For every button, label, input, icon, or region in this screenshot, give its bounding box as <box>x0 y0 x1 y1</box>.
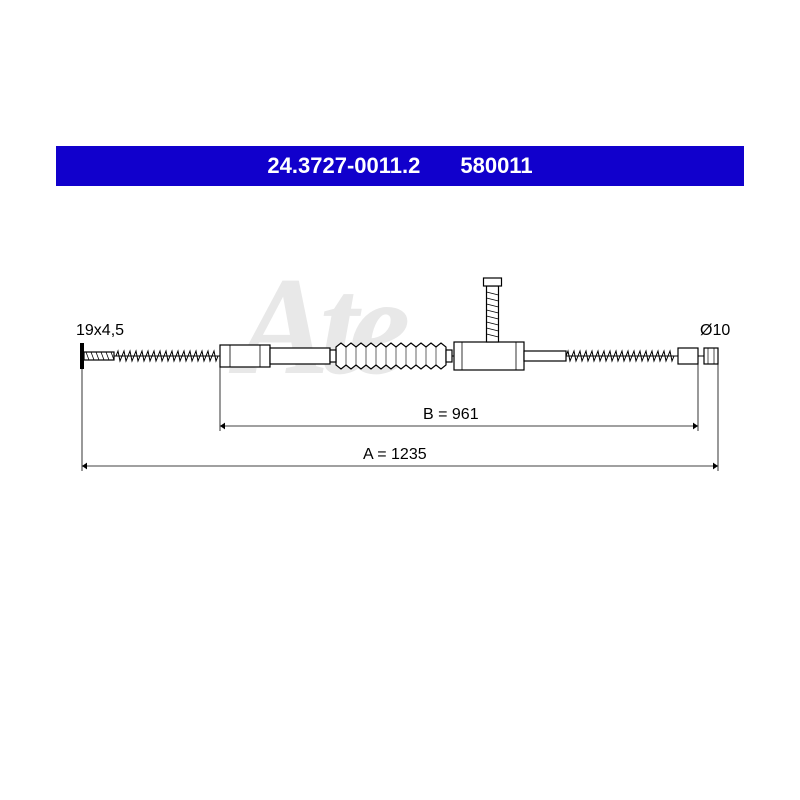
cable-diagram <box>56 256 744 556</box>
label-dim-b: B = 961 <box>419 406 483 424</box>
label-left-end: 19x4,5 <box>76 322 124 340</box>
label-dim-a: A = 1235 <box>359 446 431 464</box>
header-bar: 24.3727-0011.2 580011 <box>56 146 744 186</box>
alt-number: 580011 <box>460 153 532 179</box>
part-number: 24.3727-0011.2 <box>267 153 420 179</box>
label-right-end: Ø10 <box>700 322 730 340</box>
image-container: 24.3727-0011.2 580011 Ate 19x4,5 Ø10 B =… <box>56 56 744 744</box>
diagram-area: Ate 19x4,5 Ø10 B = 961 A = 1235 <box>56 256 744 556</box>
